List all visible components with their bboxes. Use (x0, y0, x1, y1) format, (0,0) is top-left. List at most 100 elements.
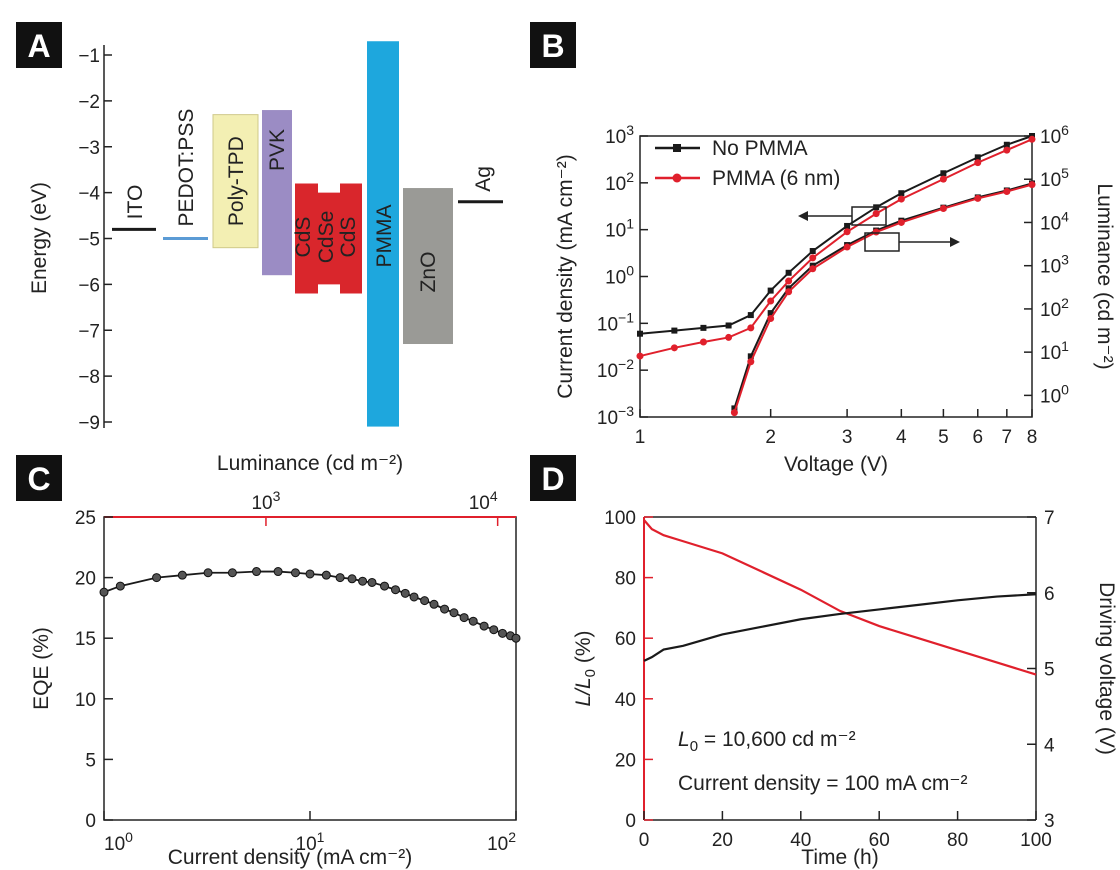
driving-voltage-axis-title: Driving voltage (V) (1095, 582, 1118, 755)
energy-tick-label: −8 (78, 367, 100, 388)
series-line-luminance (733, 182, 1033, 409)
eqe-chart: 100 101 102 0 5 10 15 20 25 103 104 Luminance (cd m… (30, 452, 521, 869)
eqe-tick-label: 20 (75, 569, 96, 590)
zno-bar (403, 188, 453, 345)
data-point (1003, 141, 1010, 148)
ratio-tick-label: 0 (625, 811, 636, 832)
eqe-point (305, 569, 315, 579)
data-point (767, 297, 775, 305)
luminance-tick-label: 103 (1040, 252, 1069, 278)
luminance-tick-label: 105 (1040, 165, 1069, 191)
eqe-point (347, 574, 357, 584)
current-tick-label: 10−3 (597, 403, 634, 429)
ratio-tick-label: 40 (615, 690, 636, 711)
pmma-label: PMMA (373, 205, 396, 268)
eqe-point (440, 604, 450, 614)
data-point (785, 277, 793, 285)
cds-outer-label: CdS (292, 217, 315, 258)
ratio-tick-label: 60 (615, 629, 636, 650)
data-point (725, 333, 733, 341)
polytpd-label: Poly-TPD (225, 136, 248, 226)
eqe-point (177, 570, 187, 580)
legend-marker (673, 144, 681, 152)
driving-voltage-line (643, 593, 1037, 662)
data-point (843, 243, 851, 251)
pvk-bar (262, 110, 292, 276)
data-point (725, 322, 732, 329)
eqe-point (99, 587, 109, 597)
data-point (670, 344, 678, 352)
data-point (939, 175, 947, 183)
eqe-point (273, 567, 283, 577)
energy-tick-label: −1 (78, 46, 100, 67)
energy-tick-label: −9 (78, 413, 100, 434)
pmma-bar (367, 41, 399, 427)
current-tick-label: 101 (605, 216, 634, 242)
eqe-tick-label: 5 (85, 750, 96, 771)
eqe-tick-label: 25 (75, 508, 96, 529)
current-tick-label: 102 (605, 169, 634, 195)
legend-label: PMMA (6 nm) (712, 167, 840, 190)
ratio-tick-label: 100 (604, 508, 636, 529)
panel-d-letter: D (541, 461, 564, 497)
zno-label: ZnO (417, 252, 440, 293)
energy-tick-label: −3 (78, 138, 100, 159)
eqe-point (468, 616, 478, 626)
luminance-tick-label: 102 (1040, 295, 1069, 321)
time-tick-label: 20 (712, 830, 733, 851)
data-point (767, 310, 774, 317)
energy-tick-label: −7 (78, 321, 100, 342)
series-line-luminance (733, 183, 1033, 413)
data-point (809, 254, 817, 262)
cds-outer-label-2: CdS (337, 217, 360, 258)
time-tick-label: 0 (639, 830, 650, 851)
luminance-tick-label: 104 (1040, 208, 1069, 234)
eqe-point (420, 596, 430, 606)
eqe-point (409, 592, 419, 602)
pedot-label: PEDOT:PSS (175, 109, 198, 227)
data-point (637, 330, 643, 337)
data-point (872, 228, 880, 236)
voltage-tick-label: 4 (896, 427, 907, 448)
time-tick-label: 100 (1020, 830, 1052, 851)
arrow-left-head (798, 211, 808, 221)
arrow-right-head (950, 237, 960, 247)
eqe-point (290, 568, 300, 578)
luminance-tick-label: 100 (1040, 381, 1069, 407)
panel-b-letter: B (541, 28, 564, 64)
eqe-point (152, 573, 162, 583)
voltage-tick-label: 5 (1044, 660, 1055, 681)
luminance-tick-label: 104 (469, 488, 498, 514)
data-point (940, 170, 947, 177)
data-point (974, 154, 981, 161)
eqe-point (459, 613, 469, 623)
jv-luminance-chart: 1 2 3 4 5 6 7 8 10−3 10−2 10−1 100 101 102 103 100 101 10… (554, 122, 1116, 476)
data-point (785, 288, 793, 296)
luminance-tick-label: 101 (1040, 338, 1069, 364)
luminance-axis-title: Luminance (cd m⁻²) (1093, 183, 1116, 369)
current-axis-title: Current density (mA cm⁻²) (554, 154, 577, 398)
current-tick-label: 102 (487, 829, 516, 855)
l0-annotation: L0 = 10,600 cd m⁻² (678, 728, 856, 755)
data-point (872, 210, 880, 218)
eqe-point (358, 576, 368, 586)
data-point (767, 315, 775, 323)
panel-a-badge: A (16, 22, 62, 68)
eqe-axis-title: EQE (%) (30, 627, 53, 710)
ratio-axis-title: L/L0 (%) (572, 630, 599, 706)
data-point (974, 159, 982, 167)
data-point (767, 287, 774, 294)
energy-axis-title: Energy (eV) (28, 182, 51, 294)
voltage-tick-label: 5 (938, 427, 949, 448)
panel-a-letter: A (27, 28, 50, 64)
ratio-tick-label: 20 (615, 750, 636, 771)
data-point (785, 269, 792, 276)
eqe-point (203, 568, 213, 578)
cdse-label: CdSe (315, 211, 338, 264)
data-point (700, 324, 707, 331)
voltage-tick-label: 7 (1002, 427, 1013, 448)
current-tick-label: 10−2 (597, 356, 634, 382)
voltage-tick-label: 7 (1044, 508, 1055, 529)
legend-label: No PMMA (712, 137, 808, 160)
